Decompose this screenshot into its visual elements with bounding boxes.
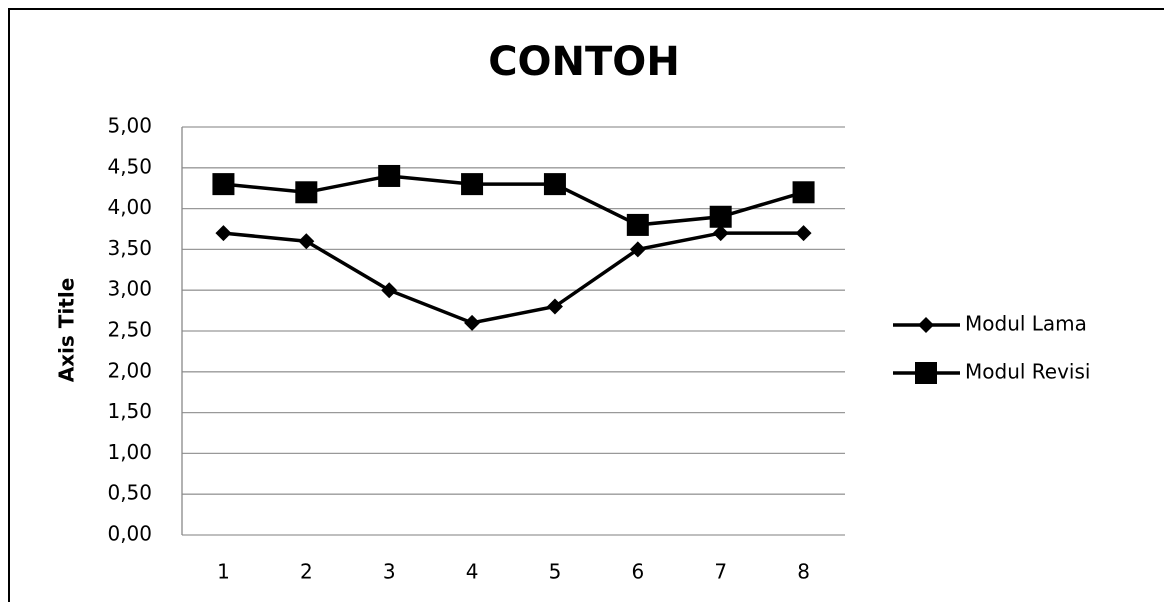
marker [212,173,235,196]
x-tick-label: 5 [549,560,562,584]
marker [298,233,315,250]
legend-label: Modul Revisi [965,360,1090,384]
marker [381,282,398,299]
x-tick-label: 2 [300,560,313,584]
x-tick-label: 8 [797,560,810,584]
x-tick-label: 3 [383,560,396,584]
y-tick-label: 1,50 [107,399,152,423]
chart-frame [8,8,1164,602]
y-tick-label: 2,00 [107,358,152,382]
marker [626,213,649,236]
marker [546,298,563,315]
x-tick-label: 1 [217,560,230,584]
marker [215,225,232,242]
y-tick-label: 5,00 [107,114,152,138]
series-line [223,174,805,227]
y-tick-label: 2,50 [107,318,152,342]
marker [464,314,481,331]
y-axis-title: Axis Title [55,278,79,383]
y-tick-label: 1,00 [107,440,152,464]
series-line [223,231,804,325]
marker [918,317,934,333]
y-tick-label: 0,00 [107,522,152,546]
x-tick-label: 7 [714,560,727,584]
marker [712,225,729,242]
marker [629,241,646,258]
marker [795,225,812,242]
legend-label: Modul Lama [965,312,1087,336]
y-tick-label: 4,50 [107,154,152,178]
marker [378,164,401,187]
chart-title: CONTOH [488,39,680,85]
marker [915,362,937,384]
marker [709,205,732,228]
marker [461,173,484,196]
marker [543,173,566,196]
marker [295,181,318,204]
y-tick-label: 4,00 [107,195,152,219]
y-tick-label: 3,00 [107,277,152,301]
y-tick-label: 3,50 [107,236,152,260]
marker [792,181,815,204]
y-tick-label: 0,50 [107,481,152,505]
x-tick-label: 4 [466,560,479,584]
x-tick-label: 6 [631,560,644,584]
